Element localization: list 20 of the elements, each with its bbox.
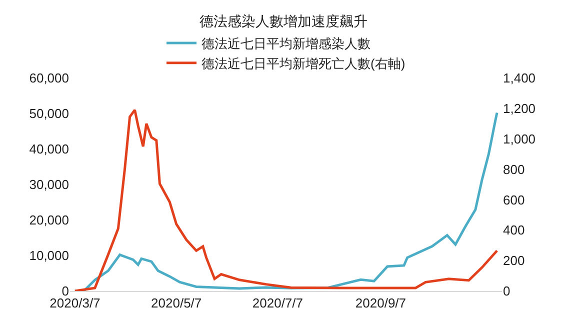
legend-label: 德法近七日平均新增死亡人數(右軸) [202, 56, 406, 71]
legend-label: 德法近七日平均新增感染人數 [202, 36, 370, 52]
y2-tick-label: 1,000 [503, 131, 536, 146]
y-tick-label: 20,000 [29, 212, 69, 228]
y-tick-label: 10,000 [29, 248, 69, 264]
y-tick-label: 50,000 [29, 106, 69, 122]
y-tick-label: 30,000 [29, 177, 69, 192]
y2-tick-label: 800 [503, 162, 525, 177]
y-tick-label: 40,000 [29, 142, 69, 157]
y-tick-label: 60,000 [29, 70, 69, 86]
chart-title: 德法感染人數增加速度飆升 [200, 12, 368, 29]
x-tick-label: 2020/5/7 [151, 296, 202, 311]
x-tick-label: 2020/9/7 [355, 296, 406, 311]
y2-tick-label: 200 [503, 253, 525, 268]
y2-tick-label: 600 [503, 192, 525, 208]
x-tick-label: 2020/7/7 [252, 296, 303, 311]
y2-tick-label: 400 [503, 222, 525, 238]
y2-tick-label: 0 [503, 284, 510, 299]
y2-tick-label: 1,200 [503, 100, 536, 116]
y2-tick-label: 1,400 [503, 70, 536, 86]
